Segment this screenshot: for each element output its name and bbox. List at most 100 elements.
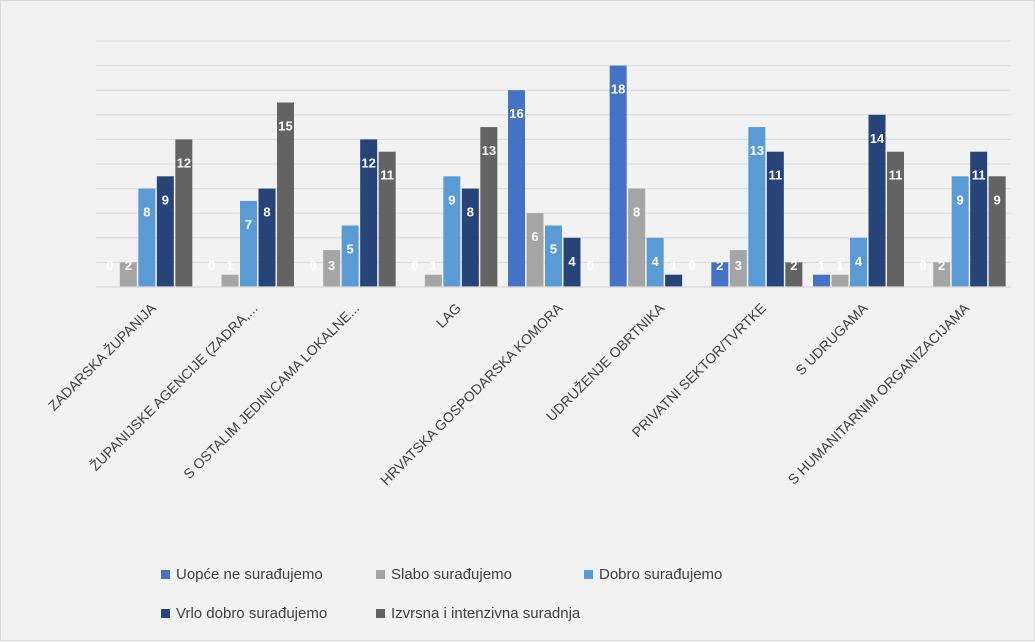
legend-swatch	[376, 570, 385, 579]
data-label: 15	[278, 119, 292, 134]
data-label: 0	[208, 258, 215, 273]
data-label: 11	[972, 168, 986, 183]
bar	[323, 250, 341, 287]
data-label: 3	[328, 258, 335, 273]
x-tick-label: S UDRUGAMA	[792, 299, 871, 378]
data-label: 0	[689, 258, 696, 273]
data-label: 5	[550, 242, 557, 257]
data-label: 9	[448, 192, 455, 207]
data-label: 9	[994, 192, 1001, 207]
data-label: 8	[633, 205, 640, 220]
bar	[887, 151, 904, 287]
bar	[221, 274, 239, 287]
bar	[341, 225, 359, 287]
legend-label: Vrlo dobro surađujemo	[176, 605, 327, 622]
bar	[813, 274, 830, 287]
bar	[951, 176, 969, 287]
data-label: 13	[750, 143, 764, 158]
data-label: 14	[870, 131, 885, 146]
bar	[443, 176, 461, 287]
bars	[119, 65, 1006, 287]
data-label: 12	[361, 155, 375, 170]
x-tick-label: S OSTALIM JEDINICAMA LOKALNE...	[180, 300, 362, 482]
data-label: 8	[143, 205, 150, 220]
bar	[526, 213, 544, 287]
legend-swatch	[376, 609, 385, 618]
data-label: 3	[735, 258, 742, 273]
data-label: 0	[310, 258, 317, 273]
bar	[785, 262, 803, 287]
bar	[424, 274, 442, 287]
data-label: 8	[263, 205, 270, 220]
x-tick-label: LAG	[433, 300, 464, 331]
data-label: 13	[482, 143, 496, 158]
data-label: 1	[818, 258, 825, 273]
bar	[729, 250, 747, 287]
data-label: 1	[430, 258, 437, 273]
data-label: 16	[509, 106, 523, 121]
bar	[831, 274, 849, 287]
bar	[461, 188, 479, 287]
data-label: 0	[587, 258, 594, 273]
bar	[868, 114, 886, 287]
data-label: 9	[957, 192, 964, 207]
x-tick-label: S HUMANITARNIM ORGANIZACIJAMA	[785, 299, 973, 487]
data-label: 4	[855, 254, 863, 269]
data-label: 11	[380, 168, 394, 183]
data-label: 2	[125, 258, 132, 273]
data-label: 0	[411, 258, 418, 273]
legend-label: Uopće ne surađujemo	[176, 566, 323, 583]
bar	[628, 188, 646, 287]
x-tick-label: HRVATSKA GOSPODARSKA KOMORA	[377, 299, 566, 488]
bar	[545, 225, 562, 287]
bar	[665, 274, 683, 287]
data-label: 1	[670, 258, 677, 273]
bar	[156, 176, 174, 287]
legend-label: Dobro surađujemo	[599, 566, 722, 583]
x-tick-label: ŽUPANIJSKE AGENCIJE (ZADRA,...	[87, 300, 261, 474]
data-label: 1	[226, 258, 233, 273]
bar	[480, 127, 498, 287]
data-label: 1	[836, 258, 843, 273]
bar	[378, 151, 396, 287]
bar	[138, 188, 156, 287]
data-label: 2	[938, 258, 945, 273]
legend-swatch	[161, 609, 170, 618]
data-label: 2	[790, 258, 797, 273]
bar	[277, 102, 294, 287]
data-label: 5	[347, 242, 354, 257]
data-label: 4	[652, 254, 660, 269]
x-tick-label: UDRUŽENJE OBRTNIKA	[543, 299, 668, 424]
bar	[508, 90, 525, 287]
bar	[609, 65, 627, 287]
data-label: 6	[531, 229, 538, 244]
data-label: 0	[106, 258, 113, 273]
legend-box	[151, 561, 851, 633]
data-label: 18	[611, 82, 625, 97]
data-label: 11	[768, 168, 782, 183]
data-label: 4	[568, 254, 576, 269]
bar	[933, 262, 951, 287]
data-label: 0	[920, 258, 927, 273]
bar	[766, 151, 784, 287]
legend-label: Izvrsna i intenzivna suradnja	[391, 605, 581, 622]
data-label: 12	[177, 155, 191, 170]
bar	[240, 200, 257, 287]
data-label: 7	[245, 217, 252, 232]
bar	[258, 188, 276, 287]
bar	[119, 262, 137, 287]
bar	[646, 237, 664, 287]
legend-label: Slabo surađujemo	[391, 566, 512, 583]
bar	[970, 151, 988, 287]
data-label: 9	[162, 192, 169, 207]
data-label: 8	[467, 205, 474, 220]
bar	[850, 237, 867, 287]
bar	[563, 237, 581, 287]
legend: Uopće ne surađujemo Slabo surađujemo Dobro…	[151, 561, 851, 633]
bar	[360, 139, 378, 287]
legend-swatch	[584, 570, 593, 579]
